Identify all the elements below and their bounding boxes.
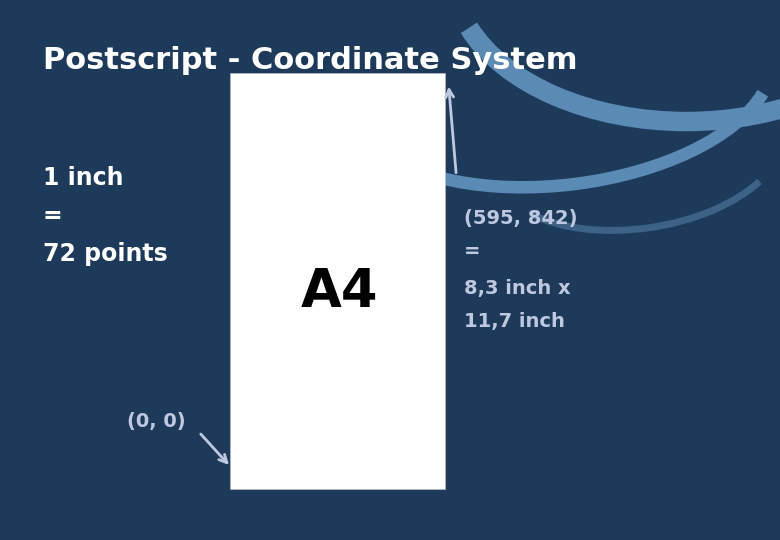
Text: 11,7 inch: 11,7 inch xyxy=(464,312,565,331)
Text: 72 points: 72 points xyxy=(43,242,168,266)
Text: A4: A4 xyxy=(300,266,378,318)
Bar xyxy=(230,73,445,489)
Text: Postscript - Coordinate System: Postscript - Coordinate System xyxy=(43,46,577,75)
Text: (595, 842): (595, 842) xyxy=(464,209,578,228)
Text: (0, 0): (0, 0) xyxy=(126,411,186,431)
Text: 8,3 inch x: 8,3 inch x xyxy=(464,279,571,299)
Text: =: = xyxy=(464,241,480,261)
Text: =: = xyxy=(43,204,62,228)
Text: 1 inch: 1 inch xyxy=(43,166,123,190)
